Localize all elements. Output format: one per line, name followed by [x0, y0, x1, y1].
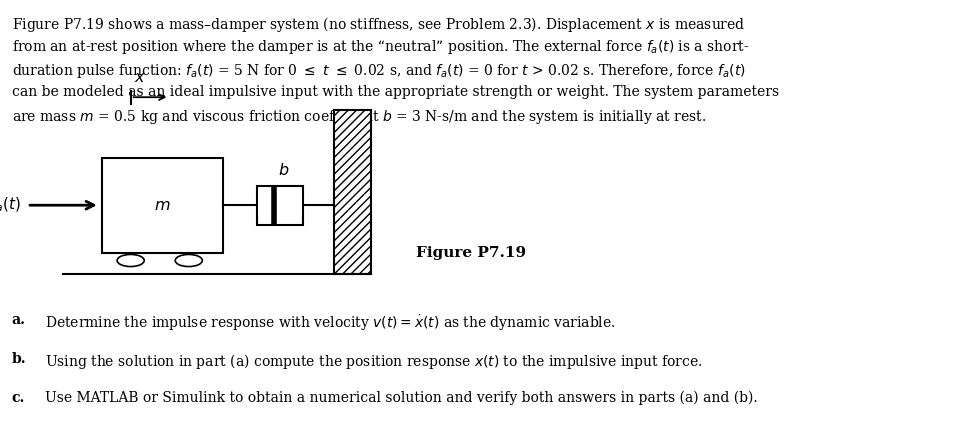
Text: are mass $m$ = 0.5 kg and viscous friction coefficient $b$ = 3 N-s/m and the sys: are mass $m$ = 0.5 kg and viscous fricti…	[12, 108, 706, 127]
Bar	[334, 110, 371, 274]
Text: from an at-rest position where the damper is at the “neutral” position. The exte: from an at-rest position where the dampe…	[12, 38, 749, 57]
Text: $b$: $b$	[278, 162, 289, 179]
Text: $x$: $x$	[135, 70, 146, 86]
Bar	[63, 274, 371, 292]
Text: $m$: $m$	[154, 197, 170, 214]
Circle shape	[117, 254, 144, 267]
Circle shape	[175, 254, 202, 267]
Text: c.: c.	[12, 391, 25, 405]
Text: Determine the impulse response with velocity $v(t) = \dot{x}(t)$ as the dynamic : Determine the impulse response with velo…	[45, 313, 617, 333]
Text: Use MATLAB or Simulink to obtain a numerical solution and verify both answers in: Use MATLAB or Simulink to obtain a numer…	[45, 391, 758, 405]
Text: a.: a.	[12, 313, 25, 327]
Text: b.: b.	[12, 352, 26, 366]
Text: duration pulse function: $f_a(t)$ = 5 N for 0 $\leq$ $t$ $\leq$ 0.02 s, and $f_a: duration pulse function: $f_a(t)$ = 5 N …	[12, 62, 745, 80]
Text: Figure P7.19 shows a mass–damper system (no stiffness, see Problem 2.3). Displac: Figure P7.19 shows a mass–damper system …	[12, 15, 745, 34]
Text: can be modeled as an ideal impulsive input with the appropriate strength or weig: can be modeled as an ideal impulsive inp…	[12, 85, 778, 99]
Text: Using the solution in part (a) compute the position response $x(t)$ to the impul: Using the solution in part (a) compute t…	[45, 352, 703, 371]
Text: Figure P7.19: Figure P7.19	[416, 246, 527, 260]
Bar	[257, 186, 303, 225]
Bar	[102, 158, 223, 253]
Text: $f_a(t)$: $f_a(t)$	[0, 196, 21, 214]
